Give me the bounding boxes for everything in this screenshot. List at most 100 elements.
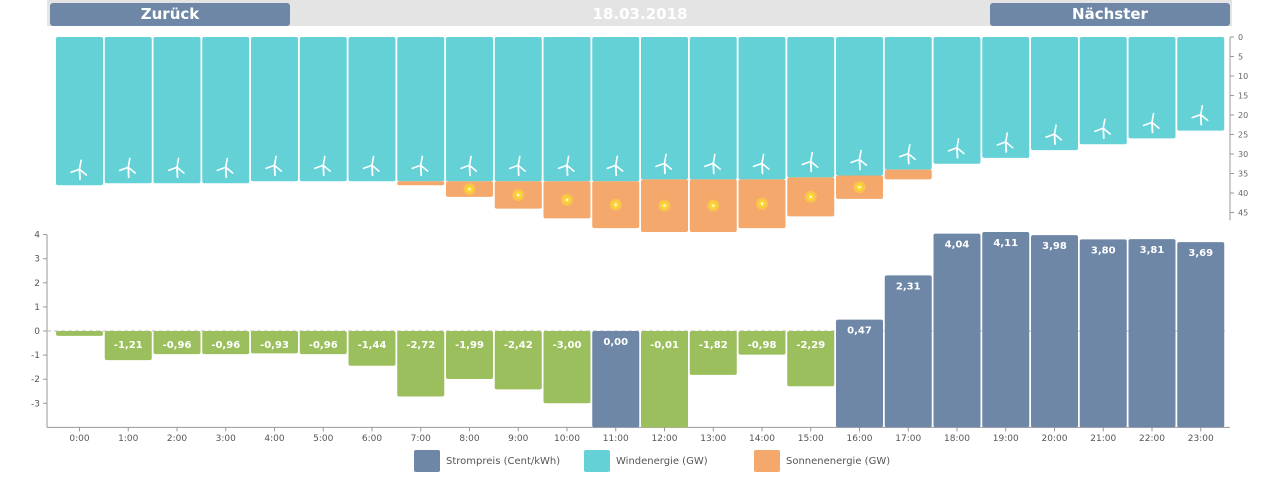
price-x-tick-label: 1:00 [118,434,138,444]
wind-bar-1:00 [104,37,152,184]
wind-bar-7:00 [397,37,445,182]
wind-turbine-blade [224,157,229,169]
price-bar-4:00 [251,331,298,354]
wind-turbine-blade [1053,133,1063,141]
price-bar-10:00 [543,331,591,404]
wind-turbine-blade [371,155,375,167]
price-data-label: -1,99 [455,340,484,351]
wind-turbine-tower [712,162,715,175]
wind-turbine-blade [703,162,715,168]
wind-turbine-tower [956,146,959,159]
price-data-label: -3,00 [553,340,582,351]
next-day-button[interactable]: Nächster [990,3,1230,26]
generation-y-tick-label: 5 [1238,53,1243,62]
price-bar-16:00 [836,319,883,428]
wind-turbine-blade [801,160,812,166]
wind-bar-11:00 [592,37,640,182]
wind-turbine-blade [419,164,429,172]
legend-swatch-price [414,450,440,472]
price-data-label: -0,96 [309,340,338,351]
generation-y-tick-label: 25 [1238,131,1248,140]
generation-y-tick-label: 15 [1238,92,1248,101]
previous-day-button[interactable]: Zurück [50,3,290,26]
legend-item-price[interactable]: Strompreis (Cent/kWh) [414,450,560,472]
wind-turbine-tower [176,166,179,179]
wind-turbine-blade [1102,127,1111,135]
generation-y-tick-label: 40 [1238,189,1248,198]
wind-turbine-blade [1151,112,1155,124]
wind-turbine-icon [70,159,88,181]
wind-turbine-blade [371,164,380,172]
wind-turbine-blade [663,153,667,165]
generation-y-tick-label: 10 [1238,72,1248,81]
price-x-tick-label: 7:00 [411,434,431,444]
wind-turbine-blade [850,158,861,164]
price-x-tick-label: 14:00 [749,434,775,444]
wind-turbine-blade [273,155,277,167]
wind-turbine-blade [1045,133,1056,138]
wind-turbine-blade [614,155,619,167]
price-y-tick-label: 1 [34,303,40,313]
wind-turbine-tower [517,164,520,177]
wind-turbine-blade [1191,113,1202,119]
wind-turbine-icon [265,155,283,177]
wind-turbine-blade [460,164,471,170]
wind-turbine-blade [313,164,325,170]
wind-turbine-blade [907,152,916,161]
price-x-tick-label: 11:00 [603,434,629,444]
wind-turbine-icon [1142,112,1160,134]
wind-turbine-blade [1199,104,1204,116]
wind-turbine-blade [858,158,868,167]
price-data-label: 2,31 [896,281,921,292]
wind-turbine-blade [1151,121,1160,129]
price-x-tick-label: 23:00 [1188,434,1214,444]
price-bar-18:00 [933,233,981,428]
price-x-tick-label: 16:00 [847,434,873,444]
sun-icon-center [614,203,617,206]
wind-turbine-icon [1045,124,1063,146]
wind-turbine-blade [956,138,960,149]
price-bar-19:00 [982,231,1030,428]
price-bar-5:00 [299,331,347,355]
price-data-label: -1,82 [699,340,728,351]
wind-turbine-blade [517,164,526,172]
generation-y-tick-label: 20 [1238,111,1248,120]
wind-turbine-blade [273,164,283,172]
price-data-label: -2,42 [504,340,533,351]
price-y-tick-label: -2 [31,375,40,385]
wind-turbine-tower [614,164,618,177]
price-x-tick-label: 3:00 [216,434,236,444]
legend-item-solar[interactable]: Sonnenenergie (GW) [754,450,890,472]
legend-label-wind: Windenergie (GW) [616,455,708,467]
wind-turbine-icon [898,143,916,165]
wind-turbine-blade [761,162,770,170]
price-data-label: -0,93 [260,340,289,351]
wind-turbine-blade [947,146,958,152]
sun-icon-center [517,193,520,197]
wind-turbine-blade [907,143,911,155]
price-data-label: 3,81 [1140,245,1165,256]
price-data-label: 4,04 [945,240,970,251]
wind-turbine-tower [1199,113,1203,126]
wind-turbine-blade [517,155,521,167]
wind-turbine-tower [419,164,423,177]
legend-item-wind[interactable]: Windenergie (GW) [584,450,708,472]
price-bar-13:00 [689,331,737,375]
wind-turbine-icon [118,157,136,179]
wind-turbine-blade [566,155,570,167]
wind-turbine-blade [508,164,520,170]
date-label: 18.03.2018 [592,5,688,23]
generation-y-tick-label: 30 [1238,150,1248,159]
wind-turbine-blade [1142,121,1153,127]
wind-turbine-icon [557,155,575,177]
price-bar-7:00 [397,331,445,397]
price-x-tick-label: 17:00 [895,434,921,444]
wind-turbine-icon [801,151,819,173]
wind-bar-3:00 [202,37,250,184]
price-bar-11:00 [592,331,640,428]
solar-bar-7:00 [397,181,445,186]
wind-turbine-tower [907,152,910,165]
price-x-tick-label: 5:00 [313,434,333,444]
wind-turbine-tower [761,162,764,175]
wind-turbine-blade [118,166,130,172]
